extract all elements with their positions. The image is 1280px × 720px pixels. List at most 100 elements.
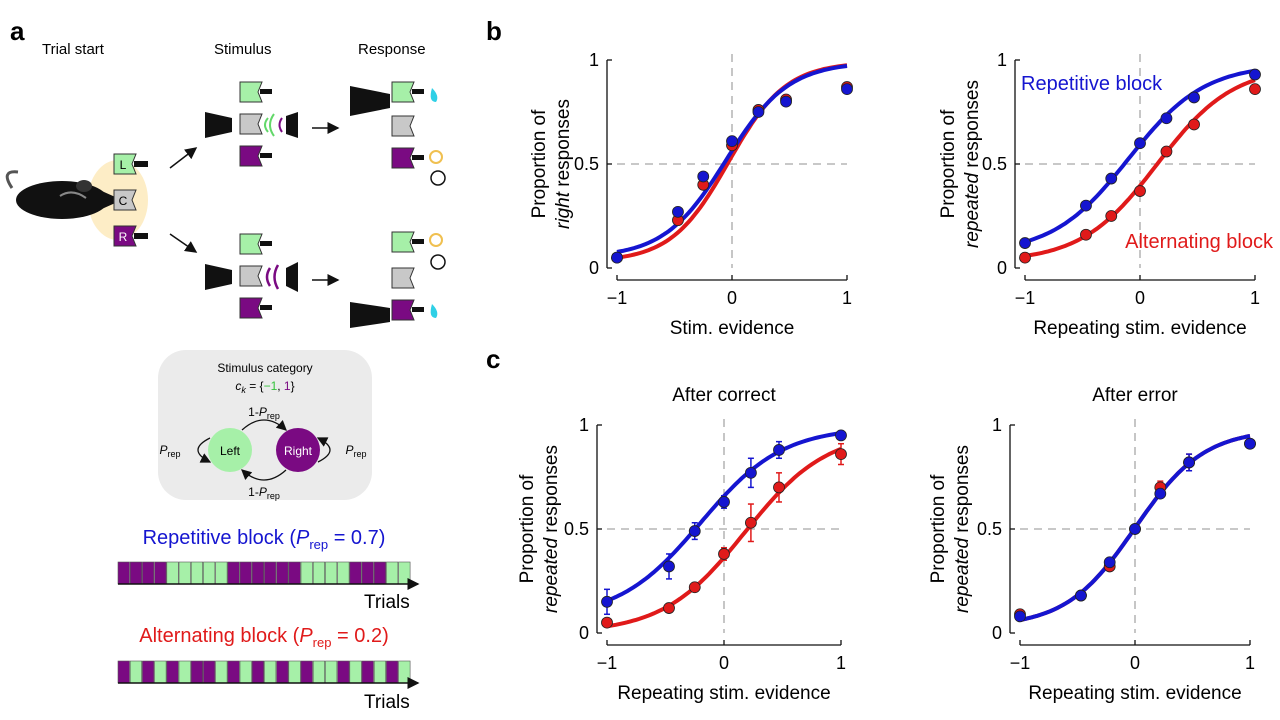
data-point-1 bbox=[773, 444, 785, 456]
mouse-icon bbox=[5, 170, 122, 219]
data-point-1 bbox=[1075, 589, 1087, 602]
speaker-icon bbox=[286, 262, 298, 292]
trial-cell bbox=[251, 561, 264, 585]
timeout-clock-icon bbox=[430, 254, 446, 270]
trial-cell bbox=[398, 660, 411, 684]
data-point-1 bbox=[1129, 523, 1141, 535]
water-drop-icon bbox=[430, 304, 438, 318]
port-letter-center: C bbox=[119, 194, 128, 208]
category-equation: ck = {−1, 1} bbox=[235, 379, 294, 395]
data-point-1 bbox=[1105, 210, 1118, 222]
phase-label-response: Response bbox=[358, 41, 426, 58]
data-point-1 bbox=[1014, 610, 1026, 623]
y-tick-label: 0.5 bbox=[564, 519, 589, 539]
data-point-1 bbox=[1249, 83, 1261, 96]
trial-cell bbox=[325, 561, 338, 585]
y-tick-label: 1 bbox=[997, 50, 1007, 70]
trial-cell bbox=[386, 660, 399, 684]
trial-cell bbox=[373, 561, 387, 585]
chart-title: After correct bbox=[672, 385, 776, 406]
data-point-1 bbox=[697, 170, 710, 183]
data-point-1 bbox=[1103, 556, 1116, 569]
data-point-1 bbox=[841, 83, 853, 96]
trial-cell bbox=[227, 660, 240, 684]
data-point-0 bbox=[718, 548, 730, 560]
alternating-block-label: Alternating block (Prep = 0.2) bbox=[139, 625, 388, 650]
x-tick-label: 0 bbox=[1130, 653, 1140, 673]
trial-cell bbox=[129, 561, 142, 585]
chart-0: 0 0.5 1 −1 0 1 Stim. evidence Proportion of righ… bbox=[529, 50, 853, 339]
transition-stay-right: Prep bbox=[345, 443, 366, 459]
trial-cell bbox=[264, 561, 277, 585]
transition-stay-left: Prep bbox=[159, 443, 180, 459]
data-point-1 bbox=[688, 525, 701, 537]
trial-cell bbox=[190, 660, 203, 684]
x-tick-label: −1 bbox=[1015, 288, 1036, 308]
y-tick-label: 0 bbox=[579, 623, 589, 643]
trial-cell bbox=[166, 660, 179, 684]
data-point-1 bbox=[1188, 118, 1200, 131]
branch-arrow-down bbox=[169, 233, 198, 253]
data-point-1 bbox=[1244, 437, 1256, 450]
data-point-1 bbox=[672, 205, 684, 218]
y-axis-title: Proportion of right responses bbox=[529, 99, 574, 229]
x-axis-title: Repeating stim. evidence bbox=[1028, 683, 1241, 704]
panel-label-b: b bbox=[486, 16, 502, 46]
data-point-1 bbox=[1019, 251, 1031, 264]
data-point-0 bbox=[745, 516, 757, 529]
data-point-1 bbox=[601, 595, 613, 608]
trial-cell bbox=[154, 561, 167, 585]
y-tick-label: 1 bbox=[579, 415, 589, 435]
repetitive-block-sequence bbox=[117, 561, 411, 585]
chart-title: After error bbox=[1092, 385, 1178, 406]
trial-cell bbox=[117, 660, 130, 684]
data-point-1 bbox=[1080, 228, 1092, 241]
y-tick-label: 0.5 bbox=[977, 519, 1002, 539]
data-point-1 bbox=[835, 429, 847, 442]
y-tick-label: 1 bbox=[992, 415, 1002, 435]
charts-area: 0 0.5 1 −1 0 1 Stim. evidence Proportion of righ… bbox=[517, 50, 1274, 704]
mouse-head-icon bbox=[350, 302, 390, 328]
branch-arrow-up bbox=[169, 147, 198, 169]
sound-wave-icon bbox=[265, 267, 272, 287]
alternating-block-sequence bbox=[117, 660, 411, 684]
trial-cell bbox=[288, 561, 301, 585]
trial-cell bbox=[276, 561, 289, 585]
x-tick-label: −1 bbox=[597, 653, 618, 673]
trial-cell bbox=[239, 660, 252, 684]
data-point-0 bbox=[1134, 137, 1146, 150]
trial-cell bbox=[361, 660, 374, 684]
x-tick-label: −1 bbox=[607, 288, 628, 308]
y-tick-label: 0 bbox=[589, 258, 599, 278]
transition-switch-bottom: 1-Prep bbox=[248, 485, 280, 501]
port-right-icon: R bbox=[113, 225, 148, 247]
trial-cell bbox=[264, 660, 277, 684]
x-axis-title: Repeating stim. evidence bbox=[617, 683, 830, 704]
x-axis-title: Repeating stim. evidence bbox=[1033, 318, 1246, 339]
data-point-0 bbox=[1105, 172, 1118, 185]
trial-cell bbox=[215, 660, 228, 684]
mouse-head-icon bbox=[350, 86, 390, 116]
chart-2: 0 0.5 1 −1 0 1 Repeating stim. evidence Proport… bbox=[517, 385, 847, 704]
y-tick-label: 0.5 bbox=[574, 154, 599, 174]
trial-cell bbox=[129, 660, 142, 684]
sound-wave-icon bbox=[264, 117, 269, 133]
data-point-0 bbox=[1019, 237, 1031, 249]
x-tick-label: 1 bbox=[836, 653, 846, 673]
x-tick-label: 1 bbox=[842, 288, 852, 308]
trial-cell bbox=[373, 660, 387, 684]
light-bulb-icon bbox=[429, 150, 443, 164]
trial-cell bbox=[251, 660, 264, 684]
trial-cell bbox=[398, 561, 411, 585]
data-point-1 bbox=[780, 95, 792, 108]
x-axis-title: Stim. evidence bbox=[670, 318, 795, 339]
mouse-head-icon bbox=[205, 112, 232, 138]
trial-cell bbox=[203, 561, 216, 585]
trials-label: Trials bbox=[364, 692, 410, 713]
trial-cell bbox=[312, 561, 326, 585]
data-point-1 bbox=[1134, 185, 1146, 197]
trial-cell bbox=[239, 561, 252, 585]
trial-cell bbox=[349, 660, 362, 684]
trial-cell bbox=[190, 561, 203, 585]
